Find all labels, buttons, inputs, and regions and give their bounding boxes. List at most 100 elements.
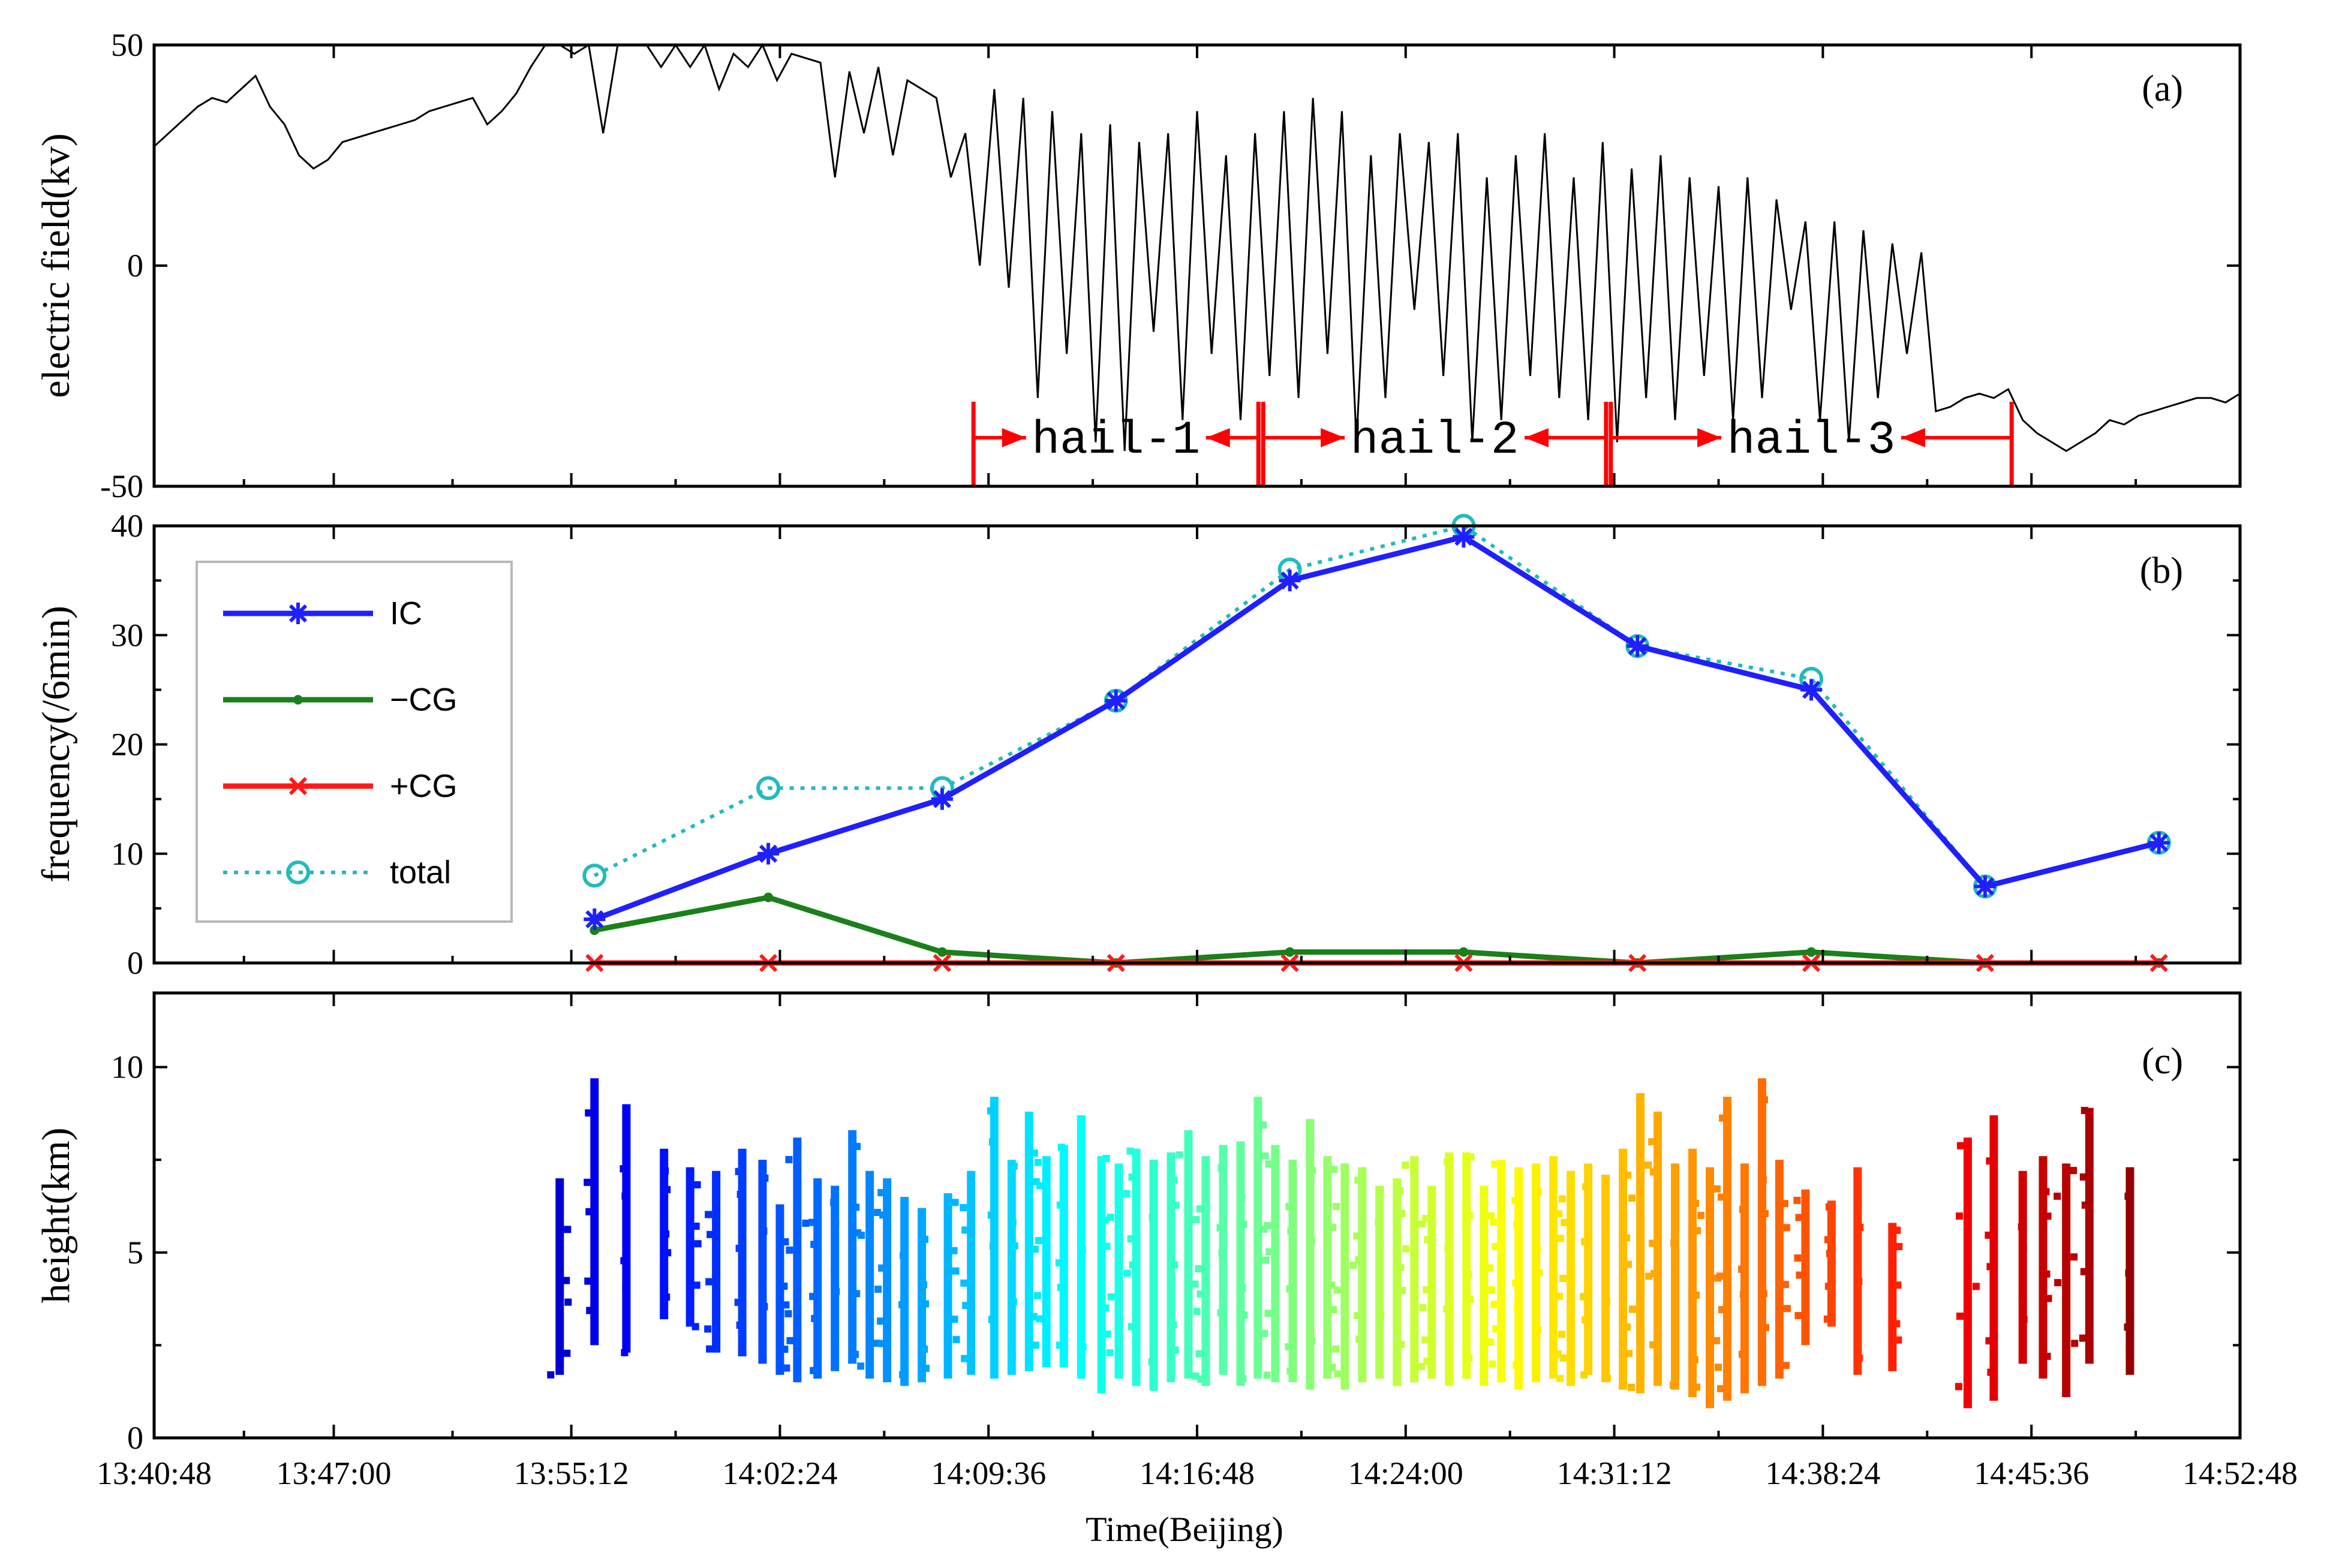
source-point (663, 1185, 671, 1193)
source-point (2081, 1106, 2088, 1114)
height-source-column (547, 1178, 572, 1379)
panel-b-frequency: 0 10 20 30 40 frequency(/6min) (b) IC −CG +CG t… (34, 508, 2242, 981)
source-point (1238, 1284, 1246, 1292)
height-source-column (1402, 1156, 1427, 1383)
x-tick-label: 14:09:36 (931, 1455, 1046, 1491)
source-point (705, 1278, 713, 1286)
source-point (736, 1322, 744, 1329)
source-point (1557, 1235, 1565, 1242)
source-point (877, 1188, 885, 1196)
source-point (1443, 1305, 1451, 1313)
source-point (1055, 1259, 1063, 1267)
source-point (1170, 1176, 1178, 1184)
source-point (2126, 1215, 2134, 1223)
source-point (1077, 1314, 1085, 1322)
data-point (763, 892, 774, 902)
data-point (931, 788, 953, 810)
x-tick-label: 13:55:12 (514, 1455, 629, 1491)
source-point (781, 1238, 789, 1246)
source-point (1694, 1227, 1701, 1235)
source-point (1670, 1382, 1677, 1389)
source-point (2020, 1316, 2028, 1323)
source-point (1823, 1315, 1831, 1323)
source-point (662, 1167, 669, 1175)
source-point (1355, 1335, 1363, 1343)
source-point (1625, 1350, 1633, 1358)
source-point (987, 1107, 994, 1115)
source-point (1079, 1343, 1087, 1351)
source-point (734, 1298, 742, 1306)
height-source-column (1888, 1223, 1903, 1371)
source-point (810, 1241, 818, 1248)
height-source-column (1688, 1148, 1701, 1397)
source-point (586, 1307, 594, 1314)
source-point (1713, 1185, 1721, 1193)
hail-arrowhead-right (1002, 428, 1026, 447)
data-point (1105, 690, 1127, 712)
source-point (692, 1323, 699, 1331)
height-source-column (1648, 1111, 1662, 1386)
source-point (782, 1301, 790, 1309)
source-point (1238, 1194, 1246, 1202)
data-point (1453, 526, 1475, 548)
source-point (1334, 1370, 1342, 1378)
source-point (1286, 1285, 1294, 1293)
hail-arrowhead-right (1697, 428, 1722, 447)
source-point (1486, 1264, 1494, 1272)
height-source-column (2124, 1167, 2134, 1375)
data-point (1459, 947, 1469, 957)
source-point (1329, 1223, 1337, 1231)
source-point (1513, 1221, 1521, 1229)
series-ic (584, 526, 2170, 931)
x-tick-label: 14:38:24 (1765, 1455, 1880, 1491)
x-tick-label: 13:47:00 (276, 1455, 391, 1491)
source-point (1192, 1215, 1200, 1223)
source-point (808, 1218, 816, 1226)
source-point (1713, 1337, 1721, 1344)
source-point (2043, 1352, 2051, 1360)
source-point (1650, 1168, 1658, 1176)
source-point (662, 1230, 670, 1238)
source-point (1264, 1222, 1271, 1230)
source-point (852, 1350, 859, 1358)
height-source-column (1216, 1145, 1228, 1375)
legend-marker (288, 777, 308, 796)
height-source-column (1823, 1200, 1836, 1327)
source-point (1466, 1296, 1474, 1304)
source-point (706, 1230, 714, 1238)
source-point (1691, 1356, 1699, 1364)
time-x-axis: 13:40:48 13:47:00 13:55:12 14:02:24 14:09:36… (97, 45, 2298, 1491)
source-point (1693, 1383, 1701, 1391)
source-point (1219, 1334, 1226, 1342)
source-point (1240, 1221, 1247, 1229)
source-point (1955, 1383, 1962, 1391)
hail-label: hail-1 (1032, 414, 1200, 467)
source-point (2080, 1268, 2088, 1275)
source-point (1488, 1286, 1496, 1294)
source-point (988, 1316, 996, 1323)
height-source-column (1332, 1163, 1357, 1390)
source-point (1760, 1096, 1768, 1104)
source-point (1445, 1184, 1453, 1191)
panel-a-electric-field: hail-1 hail-2 hail-3 50 0 -50 electric field… (34, 27, 2242, 504)
source-point (1491, 1160, 1499, 1168)
source-point (1761, 1210, 1769, 1218)
source-point (1492, 1325, 1500, 1333)
source-point (705, 1211, 712, 1218)
source-point (1644, 1161, 1652, 1169)
legend-box (196, 561, 513, 923)
source-point (1738, 1350, 1746, 1358)
source-point (1715, 1364, 1722, 1371)
height-source-column (1166, 1152, 1180, 1383)
source-point (761, 1174, 769, 1182)
source-point (1308, 1337, 1316, 1345)
source-point (2018, 1295, 2026, 1302)
source-point (853, 1290, 861, 1298)
source-point (1197, 1375, 1205, 1383)
source-point (786, 1337, 794, 1344)
source-point (1375, 1218, 1382, 1226)
source-point (760, 1303, 768, 1311)
source-point (1402, 1161, 1409, 1169)
source-point (563, 1349, 571, 1357)
source-point (952, 1267, 960, 1275)
